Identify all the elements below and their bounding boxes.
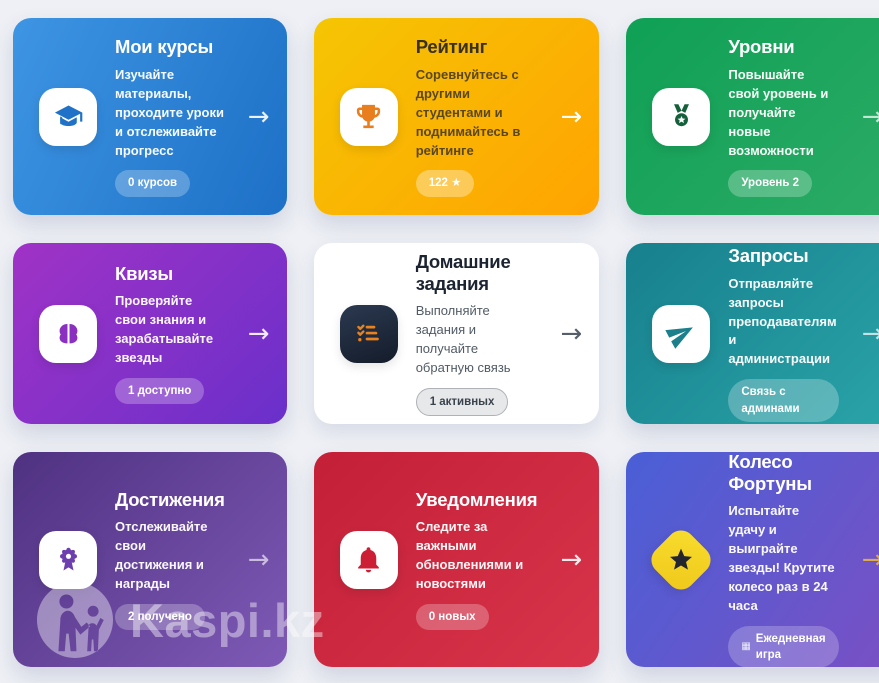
- arrow-right-icon[interactable]: →: [560, 318, 583, 349]
- rating-icon-box: [339, 87, 398, 146]
- arrow-right-icon[interactable]: →: [861, 101, 879, 132]
- card-title: Уведомления: [415, 488, 538, 510]
- card-rating[interactable]: Рейтинг Соревнуйтесь с другими студентам…: [313, 18, 600, 215]
- card-homework[interactable]: Домашние задания Выполняйте задания и по…: [313, 243, 600, 424]
- quizzes-available-badge: 1 доступно: [115, 377, 205, 405]
- card-description: Соревнуйтесь с другими студентами и подн…: [415, 66, 521, 158]
- card-description: Изучайте материалы, проходите уроки и от…: [115, 66, 224, 158]
- card-requests[interactable]: Запросы Отправляйте запросы преподавател…: [626, 243, 879, 424]
- card-title: Домашние задания: [415, 250, 511, 295]
- card-title: Мои курсы: [115, 36, 214, 58]
- card-description: Следите за важными обновлениями и новост…: [415, 519, 524, 592]
- card-title: Запросы: [728, 245, 809, 267]
- stars-count-badge: 122 ★: [415, 170, 475, 197]
- quizzes-icon-box: [39, 304, 97, 363]
- level-badge: Уровень 2: [728, 170, 813, 197]
- my-courses-icon-box: [39, 87, 97, 146]
- homework-active-badge: 1 активных: [415, 388, 509, 417]
- courses-count-badge: 0 курсов: [115, 170, 191, 197]
- arrow-right-icon[interactable]: →: [247, 544, 270, 575]
- card-title: Квизы: [115, 262, 174, 284]
- arrow-right-icon[interactable]: →: [861, 544, 879, 575]
- medal-icon: [673, 104, 689, 127]
- daily-game-badge: ▦ Ежедневная игра: [728, 626, 839, 669]
- dashboard-grid: Мои курсы Изучайте материалы, проходите …: [13, 18, 879, 669]
- fortune-icon-box: [645, 524, 717, 595]
- card-description: Отслеживайте свои достижения и награды: [115, 519, 208, 592]
- checklist-icon: [357, 324, 380, 342]
- bell-icon: [358, 547, 380, 573]
- card-fortune-wheel[interactable]: Колесо Фортуны Испытайте удачу и выиграй…: [626, 450, 879, 669]
- card-description: Выполняйте задания и получайте обратную …: [415, 303, 511, 376]
- card-title: Колесо Фортуны: [728, 450, 812, 494]
- notifications-new-badge: 0 новых: [415, 603, 489, 631]
- trophy-icon: [357, 104, 381, 129]
- arrow-right-icon[interactable]: →: [560, 101, 583, 132]
- admin-contact-badge: Связь с админами: [728, 379, 839, 422]
- card-levels[interactable]: Уровни Повышайте свой уровень и получайт…: [626, 18, 879, 215]
- card-notifications[interactable]: Уведомления Следите за важными обновлени…: [313, 452, 600, 667]
- card-description: Проверяйте свои знания и зарабатывайте з…: [115, 293, 214, 366]
- card-quizzes[interactable]: Квизы Проверяйте свои знания и зарабатыв…: [13, 243, 287, 424]
- card-description: Отправляйте запросы преподавателям и адм…: [728, 275, 837, 367]
- card-my-courses[interactable]: Мои курсы Изучайте материалы, проходите …: [13, 18, 287, 215]
- requests-icon-box: [652, 304, 711, 363]
- achievements-count-badge: 2 получено: [115, 603, 205, 631]
- star-icon: [670, 547, 693, 569]
- arrow-right-icon[interactable]: →: [861, 318, 879, 349]
- graduation-cap-icon: [54, 105, 82, 127]
- arrow-right-icon[interactable]: →: [560, 544, 583, 575]
- brain-icon: [59, 323, 77, 344]
- homework-icon-box: [339, 304, 398, 363]
- arrow-right-icon[interactable]: →: [247, 101, 270, 132]
- card-title: Рейтинг: [415, 36, 488, 58]
- achievements-icon-box: [39, 530, 97, 589]
- arrow-right-icon[interactable]: →: [247, 318, 270, 349]
- card-title: Достижения: [115, 488, 225, 510]
- slot-machine-icon: ▦: [741, 641, 751, 653]
- levels-icon-box: [652, 87, 711, 146]
- award-rosette-icon: [59, 547, 77, 571]
- notifications-icon-box: [339, 530, 398, 589]
- paper-plane-icon: [665, 327, 693, 349]
- card-description: Испытайте удачу и выиграйте звезды! Крут…: [728, 503, 835, 614]
- card-achievements[interactable]: Достижения Отслеживайте свои достижения …: [13, 452, 287, 667]
- card-title: Уровни: [728, 36, 795, 58]
- card-description: Повышайте свой уровень и получайте новые…: [728, 66, 829, 158]
